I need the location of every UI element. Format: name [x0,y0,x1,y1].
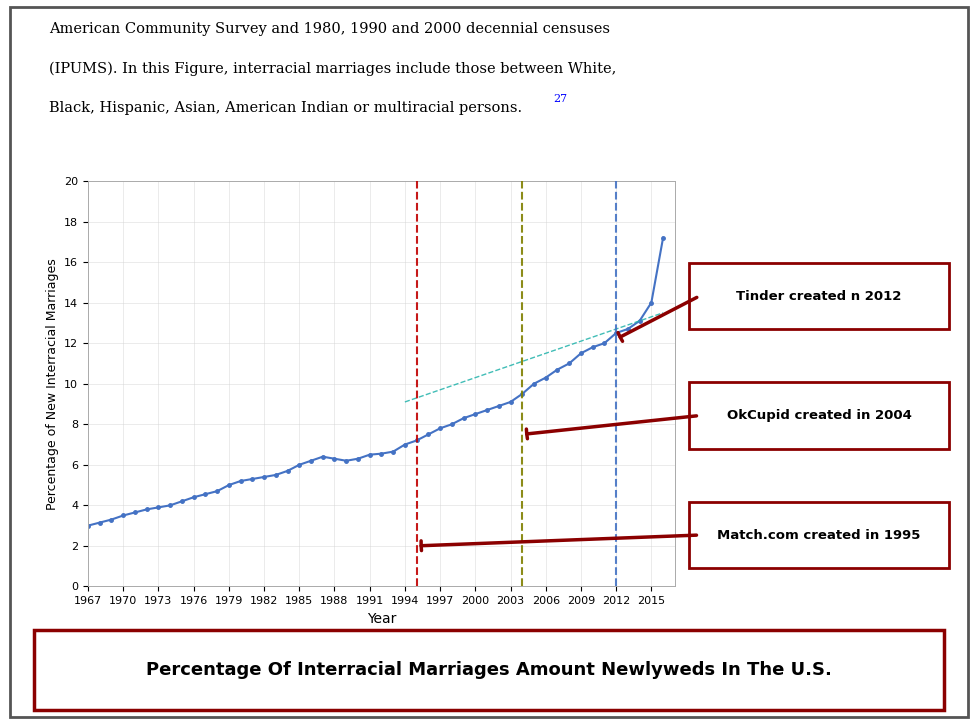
Text: Black, Hispanic, Asian, American Indian or multiracial persons.: Black, Hispanic, Asian, American Indian … [49,101,522,115]
X-axis label: Year: Year [366,612,396,626]
Text: OkCupid created in 2004: OkCupid created in 2004 [726,409,911,422]
Text: (IPUMS). In this Figure, interracial marriages include those between White,: (IPUMS). In this Figure, interracial mar… [49,62,616,76]
Text: Percentage Of Interracial Marriages Amount Newlyweds In The U.S.: Percentage Of Interracial Marriages Amou… [146,661,831,678]
Y-axis label: Percentage of New Interracial Marriages: Percentage of New Interracial Marriages [46,258,59,510]
Text: Tinder created n 2012: Tinder created n 2012 [736,290,901,303]
Text: 27: 27 [553,94,567,104]
Text: American Community Survey and 1980, 1990 and 2000 decennial censuses: American Community Survey and 1980, 1990… [49,22,610,35]
Text: Match.com created in 1995: Match.com created in 1995 [717,529,919,542]
